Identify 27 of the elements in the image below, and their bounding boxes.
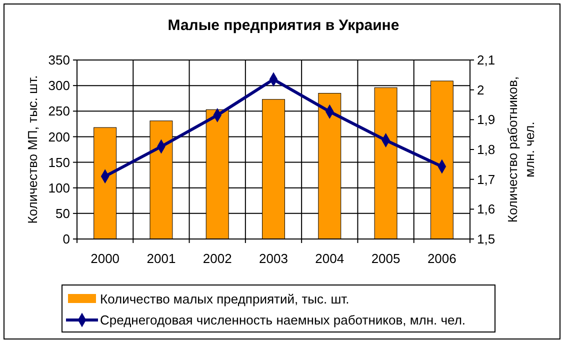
y-tick-label: 300 — [48, 78, 70, 94]
x-tick-label: 2000 — [90, 251, 120, 266]
chart-title: Малые предприятия в Украине — [168, 17, 400, 34]
x-tick-label: 2006 — [427, 251, 456, 266]
y-tick-label: 50 — [56, 206, 70, 221]
y-tick-label: 0 — [62, 232, 70, 247]
y2-tick-label: 1,6 — [477, 202, 496, 217]
x-tick-label: 2003 — [259, 251, 288, 266]
x-tick-label: 2005 — [371, 251, 400, 266]
x-tick-label: 2001 — [146, 251, 176, 266]
y2-tick-label: 1,7 — [477, 172, 496, 187]
y2-tick-label: 1,5 — [477, 232, 496, 247]
y-axis-title: Количество МП, тыс. шт. — [25, 75, 40, 224]
legend-label: Среднегодовая численность наемных работников, млн. чел. — [100, 312, 466, 328]
y2-tick-label: 1,9 — [477, 112, 496, 128]
y-tick-label: 250 — [48, 104, 70, 119]
legend-label: Количество малых предприятий, тыс. шт. — [100, 292, 350, 307]
y-tick-label: 150 — [48, 154, 70, 170]
x-tick-label: 2002 — [202, 251, 232, 266]
y2-axis-title: Количество работников, млн. чел. — [505, 76, 537, 223]
x-tick-label: 2004 — [315, 251, 344, 266]
y2-tick-label: 2,1 — [477, 52, 496, 68]
y-tick-label: 100 — [48, 180, 70, 196]
y2-tick-label: 2 — [477, 82, 484, 98]
y2-tick-label: 1,8 — [477, 142, 496, 158]
y-tick-label: 350 — [48, 52, 70, 68]
y-tick-label: 200 — [48, 129, 70, 144]
